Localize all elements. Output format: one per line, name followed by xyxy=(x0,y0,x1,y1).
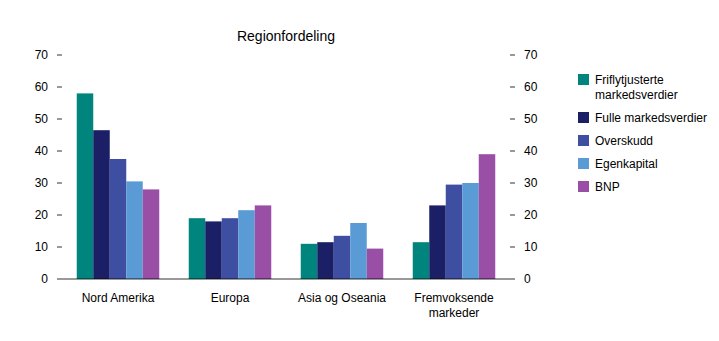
baseline xyxy=(62,279,510,280)
y2-tick xyxy=(510,279,515,280)
bar xyxy=(429,205,446,279)
x-tick-label-line: Asia og Oseania xyxy=(298,291,386,305)
x-tick-label: Europa xyxy=(211,291,250,305)
legend-swatch xyxy=(578,74,589,85)
title: Regionfordeling xyxy=(237,28,335,44)
legend-label: Fulle markedsverdier xyxy=(595,111,707,125)
bar xyxy=(334,236,351,279)
chart-container: Regionfordeling 0 10 20 30 40 50 60 70 0 10 20 30 40 5… xyxy=(0,0,719,341)
y-tick-label: 70 xyxy=(35,48,49,62)
bar xyxy=(255,205,272,279)
y-tick-label: 50 xyxy=(35,112,49,126)
bar xyxy=(77,93,94,279)
y2-tick-label: 40 xyxy=(524,144,538,158)
y2-tick-label: 10 xyxy=(524,240,538,254)
legend-label-line: markedsverdier xyxy=(595,88,678,102)
bar xyxy=(110,159,127,279)
legend-label: Overskudd xyxy=(595,134,653,148)
y2-tick-label: 20 xyxy=(524,208,538,222)
x-tick-label: Asia og Oseania xyxy=(298,291,386,305)
y2-tick xyxy=(510,183,515,184)
y-tick xyxy=(57,119,62,120)
legend-label: Egenkapital xyxy=(595,157,658,171)
x-tick-label-line: Nord Amerika xyxy=(82,291,155,305)
bar xyxy=(222,218,239,279)
x-tick-label-line: Europa xyxy=(211,291,250,305)
y2-tick-label: 0 xyxy=(524,272,531,286)
legend-swatch xyxy=(578,135,589,146)
y2-tick xyxy=(510,55,515,56)
bars xyxy=(77,93,496,279)
bar xyxy=(367,249,384,279)
y-tick xyxy=(57,151,62,152)
y-tick xyxy=(57,279,62,280)
y2-tick-label: 60 xyxy=(524,80,538,94)
x-tick-label: Fremvoksendemarkeder xyxy=(414,291,494,320)
bar xyxy=(301,244,318,279)
y-tick-label: 0 xyxy=(41,272,48,286)
bar xyxy=(189,218,206,279)
bar xyxy=(462,183,479,279)
legend-label-line: Friflytjusterte xyxy=(595,73,664,87)
y2-tick xyxy=(510,215,515,216)
y2-tick xyxy=(510,119,515,120)
bar xyxy=(350,223,367,279)
bar xyxy=(317,242,334,279)
bar xyxy=(413,242,430,279)
bar xyxy=(143,189,160,279)
bar xyxy=(446,185,463,279)
legend-swatch xyxy=(578,112,589,123)
bar xyxy=(126,181,143,279)
y2-tick-label: 30 xyxy=(524,176,538,190)
legend-label-line: Overskudd xyxy=(595,134,653,148)
y-tick-label: 30 xyxy=(35,176,49,190)
y2-tick-label: 50 xyxy=(524,112,538,126)
x-tick-label-line: markeder xyxy=(429,306,480,320)
x-tick-label-line: Fremvoksende xyxy=(414,291,494,305)
y-tick xyxy=(57,183,62,184)
bar xyxy=(205,221,222,279)
y-tick-label: 60 xyxy=(35,80,49,94)
y-tick xyxy=(57,55,62,56)
bar xyxy=(238,210,255,279)
y-tick xyxy=(57,215,62,216)
legend: Friflytjustertemarkedsverdier Fulle marke… xyxy=(578,73,707,194)
y2-tick xyxy=(510,151,515,152)
y-tick-label: 20 xyxy=(35,208,49,222)
y2-tick-label: 70 xyxy=(524,48,538,62)
y2-tick xyxy=(510,87,515,88)
x-tick-label: Nord Amerika xyxy=(82,291,155,305)
y-tick xyxy=(57,247,62,248)
legend-swatch xyxy=(578,158,589,169)
y-tick-label: 40 xyxy=(35,144,49,158)
y-tick xyxy=(57,87,62,88)
y-tick-label: 10 xyxy=(35,240,49,254)
bar xyxy=(479,154,496,279)
legend-label-line: Fulle markedsverdier xyxy=(595,111,707,125)
bar xyxy=(93,130,110,279)
legend-label: Friflytjustertemarkedsverdier xyxy=(595,73,678,102)
legend-label-line: BNP xyxy=(595,180,620,194)
legend-label-line: Egenkapital xyxy=(595,157,658,171)
y2-tick xyxy=(510,247,515,248)
legend-swatch xyxy=(578,181,589,192)
chart-svg: Regionfordeling 0 10 20 30 40 50 60 70 0 10 20 30 40 5… xyxy=(0,0,719,341)
legend-label: BNP xyxy=(595,180,620,194)
